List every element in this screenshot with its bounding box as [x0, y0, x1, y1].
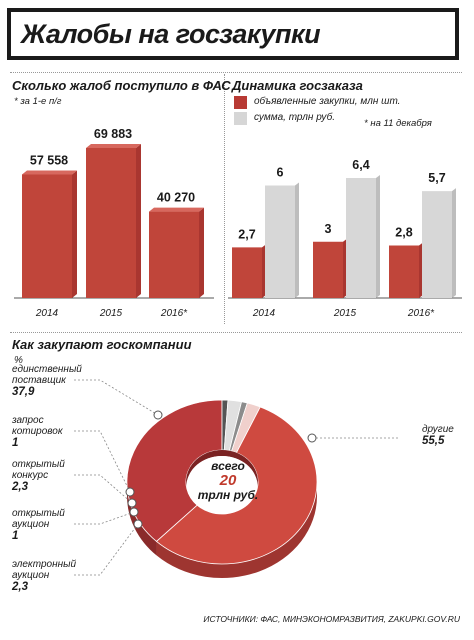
sum-bar-side-2015	[376, 175, 380, 298]
pie-leader-3	[74, 511, 135, 525]
pie-value-3: 1	[12, 530, 18, 542]
complaints-value-label-2014: 57 558	[30, 153, 68, 167]
complaints-bar-top-2016*	[149, 207, 204, 212]
sum-bar-side-2014	[295, 182, 299, 298]
top-divider	[10, 72, 462, 73]
purchases-bar-2015	[313, 241, 343, 298]
pie-chart-unit: %	[14, 355, 23, 366]
complaints-x-label-2014: 2014	[35, 308, 59, 319]
pie-label-3-line-1: аукцион	[12, 519, 50, 530]
pie-label-4-line-0: электронный	[12, 559, 76, 570]
pie-value-4: 2,3	[11, 581, 29, 593]
complaints-bar-side-2015	[136, 144, 141, 298]
pie-label-2-line-0: открытый	[12, 459, 65, 470]
pie-label-1-line-0: запрос	[11, 415, 44, 426]
complaints-value-label-2015: 69 883	[94, 127, 132, 141]
procurement-x-label-2015: 2015	[333, 308, 357, 319]
purchases-value-label-2015: 3	[325, 222, 332, 236]
procurement-chart-title: Динамика госзаказа	[232, 78, 363, 93]
pie-dot-0	[153, 410, 163, 420]
donut-slice-другие	[155, 406, 318, 565]
complaints-bar-2014	[22, 174, 72, 298]
donut-center-label-total: всего	[211, 459, 245, 473]
pie-chart-title: Как закупают госкомпании	[12, 337, 192, 352]
pie-label-2-line-1: конкурс	[12, 470, 48, 481]
pie-leader-4	[74, 523, 139, 576]
legend-swatch-purchases	[234, 96, 247, 109]
donut-hole	[187, 456, 257, 514]
complaints-bar-2015	[86, 148, 136, 298]
pie-label-4-line-1: аукцион	[12, 570, 50, 581]
sum-bar-2015	[346, 178, 376, 298]
purchases-value-label-2016*: 2,8	[395, 226, 412, 240]
complaints-chart-title: Сколько жалоб поступило в ФАС	[12, 78, 231, 93]
pie-value-2: 2,3	[11, 481, 29, 493]
complaints-bar-top-2014	[22, 170, 77, 175]
sum-bar-2016*	[422, 191, 452, 298]
sum-bar-2014	[265, 185, 295, 298]
pie-dot-5	[307, 433, 317, 443]
pie-dot-2	[127, 498, 137, 508]
legend-swatch-sum	[234, 112, 247, 125]
purchases-bar-2016*	[389, 245, 419, 298]
pie-dot-4	[133, 519, 143, 529]
pie-label-0-line-0: единственный	[12, 364, 82, 375]
pie-dot-3	[129, 507, 139, 517]
purchases-value-label-2014: 2,7	[238, 227, 255, 241]
pie-value-1: 1	[12, 437, 18, 449]
page-title: Жалобы на госзакупки	[21, 19, 321, 49]
pie-value-5: 55,5	[422, 435, 445, 447]
purchases-bar-2014	[232, 247, 262, 298]
donut-side-5-0	[156, 482, 317, 578]
complaints-bar-side-2014	[72, 170, 77, 298]
complaints-x-label-2016*: 2016*	[160, 308, 188, 319]
pie-leader-2	[74, 474, 133, 504]
complaints-value-label-2016*: 40 270	[157, 191, 195, 205]
complaints-bar-side-2016*	[199, 207, 204, 298]
sum-value-label-2016*: 5,7	[428, 171, 445, 185]
complaints-bar-top-2015	[86, 144, 141, 148]
complaints-x-label-2015: 2015	[99, 308, 123, 319]
sum-value-label-2015: 6,4	[352, 158, 369, 172]
pie-label-1-line-1: котировок	[12, 426, 64, 437]
donut-center-value: 20	[219, 472, 237, 489]
source-note: ИСТОЧНИКИ: ФАС, МИНЭКОНОМРАЗВИТИЯ, ZAKUP…	[203, 614, 460, 624]
legend-label-sum: сумма, трлн руб.	[254, 112, 336, 123]
column-divider	[224, 74, 225, 324]
legend-label-purchases: объявленные закупки, млн шт.	[254, 96, 401, 107]
pie-label-5: другие	[422, 424, 454, 435]
donut-hole-wall	[186, 450, 258, 488]
pie-leader-1	[74, 430, 131, 493]
pie-label-0-line-1: поставщик	[12, 375, 67, 386]
complaints-chart-note: * за 1-е п/г	[14, 96, 62, 107]
donut-center-unit: трлн руб.	[198, 488, 259, 502]
mid-divider	[10, 332, 462, 333]
pie-dot-1	[125, 487, 135, 497]
title-box: Жалобы на госзакупки	[7, 8, 459, 60]
sum-value-label-2014: 6	[277, 166, 284, 180]
pie-leader-0	[74, 379, 159, 416]
donut-side-0-0	[127, 482, 157, 556]
sum-bar-side-2016*	[452, 188, 456, 298]
procurement-x-label-2014: 2014	[252, 308, 276, 319]
complaints-bar-2016*	[149, 211, 199, 298]
pie-label-3-line-0: открытый	[12, 508, 65, 519]
procurement-chart-note: * на 11 декабря	[364, 118, 432, 129]
pie-value-0: 37,9	[12, 386, 35, 398]
procurement-x-label-2016*: 2016*	[407, 308, 435, 319]
